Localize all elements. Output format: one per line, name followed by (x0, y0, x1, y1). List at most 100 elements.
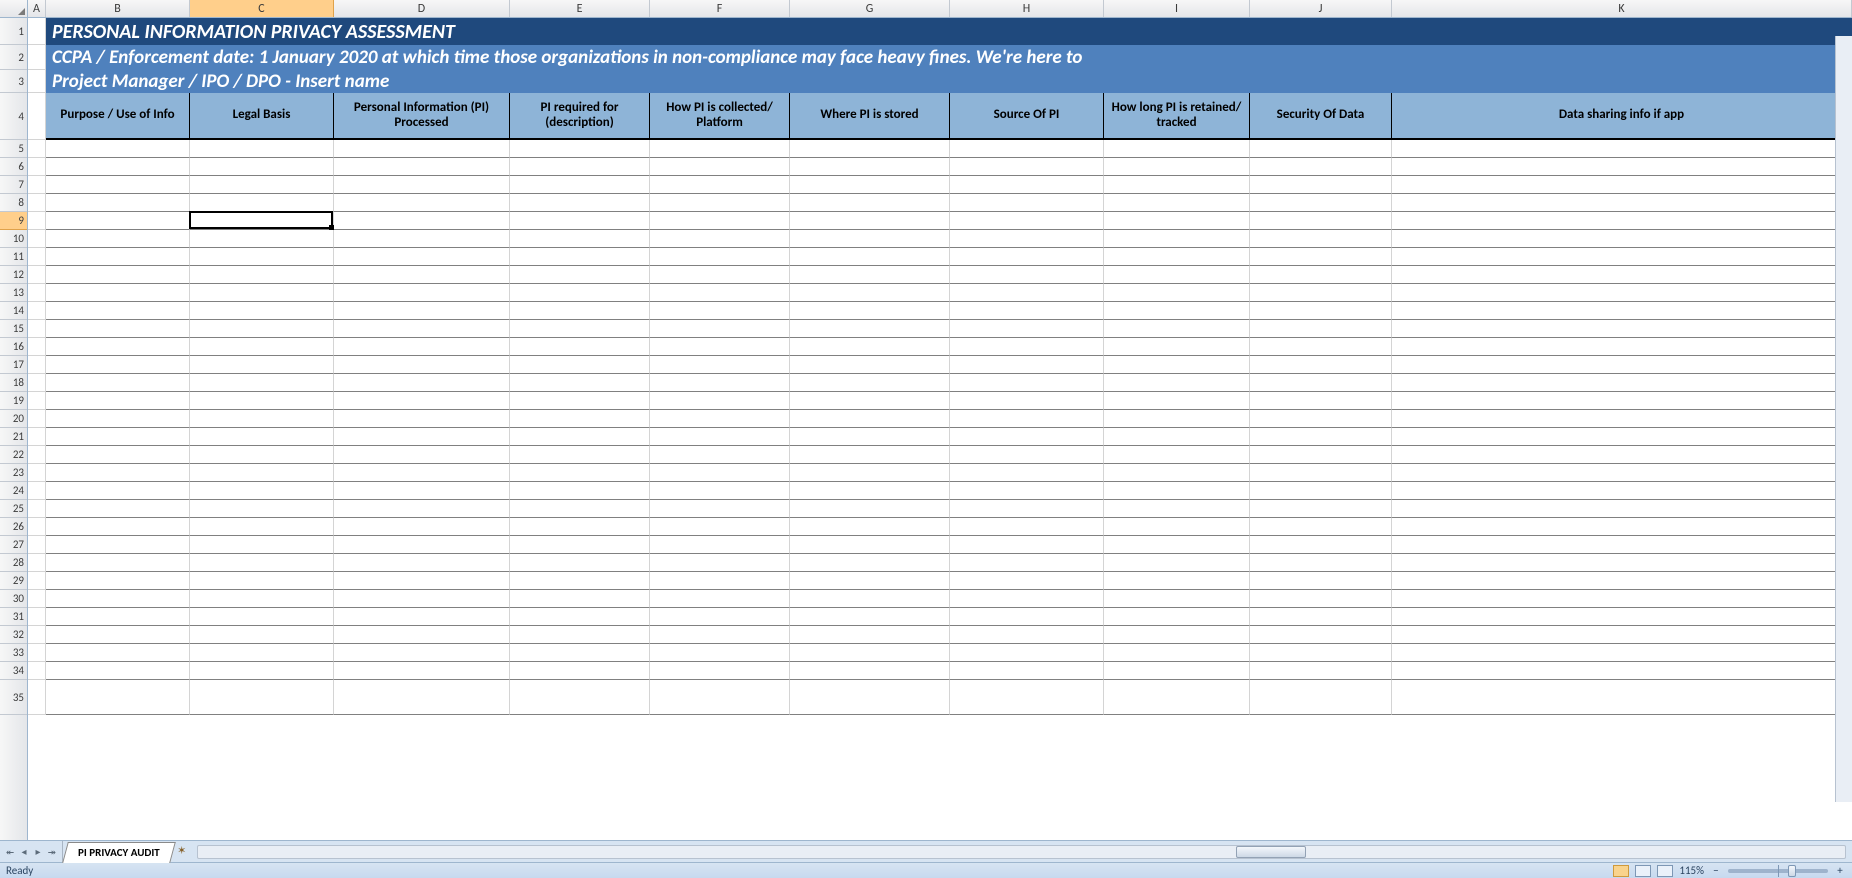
cell-B28[interactable] (46, 554, 190, 572)
cell-F25[interactable] (650, 500, 790, 518)
cell-D7[interactable] (334, 176, 510, 194)
cell-G29[interactable] (790, 572, 950, 590)
cell-F20[interactable] (650, 410, 790, 428)
cell-G13[interactable] (790, 284, 950, 302)
cell-J25[interactable] (1250, 500, 1392, 518)
cell-D26[interactable] (334, 518, 510, 536)
cell-I26[interactable] (1104, 518, 1250, 536)
cell-B31[interactable] (46, 608, 190, 626)
cell-I28[interactable] (1104, 554, 1250, 572)
cell-A11[interactable] (28, 248, 46, 266)
cell-C17[interactable] (190, 356, 334, 374)
row-header-13[interactable]: 13 (0, 284, 27, 302)
cell-C34[interactable] (190, 662, 334, 680)
cell-G21[interactable] (790, 428, 950, 446)
cell-C7[interactable] (190, 176, 334, 194)
cell-F5[interactable] (650, 140, 790, 158)
cell-B10[interactable] (46, 230, 190, 248)
cell-K10[interactable] (1392, 230, 1852, 248)
cell-F9[interactable] (650, 212, 790, 230)
cell-J34[interactable] (1250, 662, 1392, 680)
cell-H23[interactable] (950, 464, 1104, 482)
cell-G11[interactable] (790, 248, 950, 266)
cell-K23[interactable] (1392, 464, 1852, 482)
cell-A4[interactable] (28, 93, 46, 140)
cell-D14[interactable] (334, 302, 510, 320)
row-header-17[interactable]: 17 (0, 356, 27, 374)
column-header-F[interactable]: F (650, 0, 790, 17)
cell-B29[interactable] (46, 572, 190, 590)
table-header-J[interactable]: Security Of Data (1250, 93, 1392, 140)
cell-I6[interactable] (1104, 158, 1250, 176)
cell-C22[interactable] (190, 446, 334, 464)
row-header-3[interactable]: 3 (0, 70, 27, 93)
cell-A10[interactable] (28, 230, 46, 248)
cell-G32[interactable] (790, 626, 950, 644)
cell-J21[interactable] (1250, 428, 1392, 446)
cell-J8[interactable] (1250, 194, 1392, 212)
cell-E10[interactable] (510, 230, 650, 248)
cell-J32[interactable] (1250, 626, 1392, 644)
cell-G8[interactable] (790, 194, 950, 212)
view-normal-button[interactable] (1613, 865, 1629, 877)
cell-H33[interactable] (950, 644, 1104, 662)
cell-D22[interactable] (334, 446, 510, 464)
cell-A25[interactable] (28, 500, 46, 518)
table-header-G[interactable]: Where PI is stored (790, 93, 950, 140)
table-header-B[interactable]: Purpose / Use of Info (46, 93, 190, 140)
cell-H26[interactable] (950, 518, 1104, 536)
cell-D31[interactable] (334, 608, 510, 626)
cell-J6[interactable] (1250, 158, 1392, 176)
cell-J28[interactable] (1250, 554, 1392, 572)
cell-I15[interactable] (1104, 320, 1250, 338)
table-header-C[interactable]: Legal Basis (190, 93, 334, 140)
cell-C16[interactable] (190, 338, 334, 356)
cell-D9[interactable] (334, 212, 510, 230)
cell-E14[interactable] (510, 302, 650, 320)
cells-area[interactable]: PERSONAL INFORMATION PRIVACY ASSESSMENTC… (28, 18, 1852, 840)
cell-G5[interactable] (790, 140, 950, 158)
insert-sheet-icon[interactable]: ✶ (173, 841, 191, 862)
cell-H17[interactable] (950, 356, 1104, 374)
cell-D19[interactable] (334, 392, 510, 410)
row-header-1[interactable]: 1 (0, 18, 27, 45)
cell-K22[interactable] (1392, 446, 1852, 464)
cell-D21[interactable] (334, 428, 510, 446)
cell-F16[interactable] (650, 338, 790, 356)
cell-K15[interactable] (1392, 320, 1852, 338)
cell-B8[interactable] (46, 194, 190, 212)
cell-I30[interactable] (1104, 590, 1250, 608)
cell-C32[interactable] (190, 626, 334, 644)
cell-H13[interactable] (950, 284, 1104, 302)
cell-C18[interactable] (190, 374, 334, 392)
cell-C11[interactable] (190, 248, 334, 266)
cell-E28[interactable] (510, 554, 650, 572)
cell-E6[interactable] (510, 158, 650, 176)
column-header-C[interactable]: C (190, 0, 334, 17)
row-header-18[interactable]: 18 (0, 374, 27, 392)
cell-I24[interactable] (1104, 482, 1250, 500)
cell-D11[interactable] (334, 248, 510, 266)
cell-F29[interactable] (650, 572, 790, 590)
column-header-H[interactable]: H (950, 0, 1104, 17)
cell-I32[interactable] (1104, 626, 1250, 644)
cell-E24[interactable] (510, 482, 650, 500)
cell-J35[interactable] (1250, 680, 1392, 715)
cell-D15[interactable] (334, 320, 510, 338)
cell-B21[interactable] (46, 428, 190, 446)
cell-B20[interactable] (46, 410, 190, 428)
cell-C20[interactable] (190, 410, 334, 428)
cell-E31[interactable] (510, 608, 650, 626)
row-header-8[interactable]: 8 (0, 194, 27, 212)
cell-E27[interactable] (510, 536, 650, 554)
cell-I25[interactable] (1104, 500, 1250, 518)
cell-J24[interactable] (1250, 482, 1392, 500)
cell-E35[interactable] (510, 680, 650, 715)
cell-A17[interactable] (28, 356, 46, 374)
cell-G34[interactable] (790, 662, 950, 680)
cell-G18[interactable] (790, 374, 950, 392)
cell-A19[interactable] (28, 392, 46, 410)
cell-I35[interactable] (1104, 680, 1250, 715)
cell-H32[interactable] (950, 626, 1104, 644)
column-header-K[interactable]: K (1392, 0, 1852, 17)
